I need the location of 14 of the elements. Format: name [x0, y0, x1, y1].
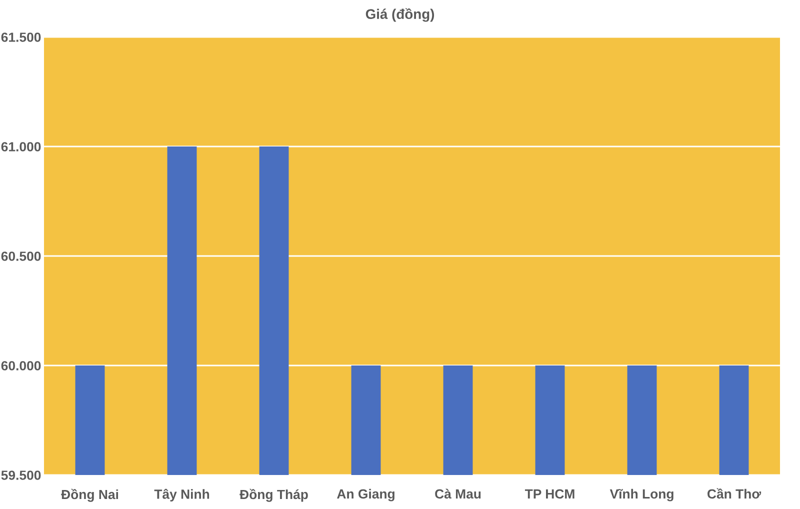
y-tick-label: 60.500 — [1, 252, 41, 261]
x-tick-label: Vĩnh Long — [610, 488, 674, 502]
x-tick-label: Tây Ninh — [154, 488, 210, 502]
x-tick-label: Đồng Tháp — [240, 488, 308, 502]
y-tick-label: 61.000 — [1, 142, 41, 152]
x-tick-label: An Giang — [337, 488, 394, 502]
y-tick-label: 60.000 — [1, 361, 41, 370]
x-tick-label: TP HCM — [524, 489, 574, 499]
x-tick-label: Đồng Nai — [61, 488, 118, 502]
x-tick-label: Cần Thơ — [708, 488, 762, 499]
chart-title: Giá (đồng) — [366, 8, 434, 22]
y-tick-label: 61.500 — [1, 32, 41, 42]
y-tick-label: 59.500 — [1, 470, 41, 480]
x-tick-label: Cà Mau — [435, 488, 481, 499]
